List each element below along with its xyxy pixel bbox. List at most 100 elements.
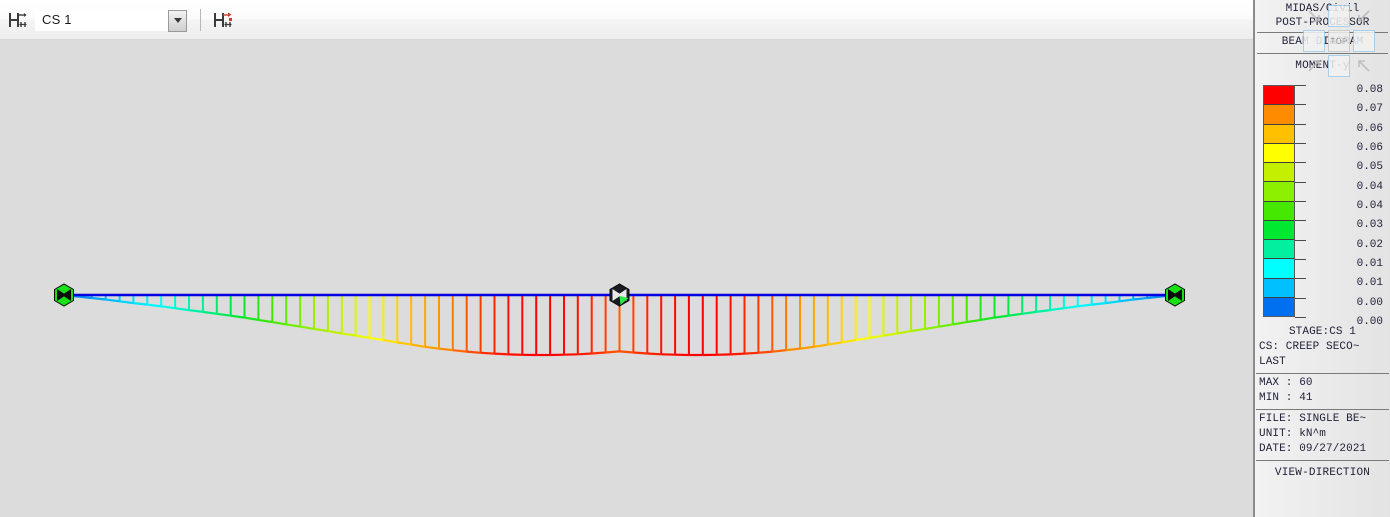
chevron-down-icon[interactable] xyxy=(168,9,187,32)
moment-envelope-segment xyxy=(744,351,759,355)
moment-envelope-segment xyxy=(174,307,190,312)
file-label: FILE: SINGLE BE~ xyxy=(1259,413,1367,425)
legend-swatch xyxy=(1264,220,1294,240)
support-node-end[interactable] xyxy=(1165,283,1185,307)
moment-envelope-segment xyxy=(494,352,509,356)
construction-stage-line1: CS: CREEP SECO~ xyxy=(1259,341,1360,353)
moment-envelope-segment xyxy=(1022,310,1037,315)
moment-envelope-segment xyxy=(119,300,134,305)
moment-envelope-segment xyxy=(633,351,648,355)
moment-envelope-segment xyxy=(841,339,856,344)
moment-envelope-segment xyxy=(327,330,342,335)
legend-swatch xyxy=(1264,182,1294,202)
divider xyxy=(1256,373,1389,374)
moment-envelope-segment xyxy=(466,350,481,354)
model-viewport[interactable] xyxy=(0,40,1253,517)
result-legend-panel: MIDAS/Civil POST-PROCESSOR BEAM DIAGRAM … xyxy=(1253,0,1390,517)
face-icon xyxy=(1328,55,1350,77)
stage-label: STAGE:CS 1 xyxy=(1288,326,1356,338)
view-orientation-cube[interactable]: TOP xyxy=(1302,4,1376,78)
divider xyxy=(1257,53,1388,54)
moment-envelope-segment xyxy=(910,327,926,333)
legend-tick xyxy=(1295,143,1306,144)
moment-envelope-segment xyxy=(966,318,981,324)
arrow-up-right-icon xyxy=(1308,60,1320,72)
moment-envelope-segment xyxy=(341,332,356,337)
face-icon xyxy=(1328,5,1350,27)
moment-envelope-segment xyxy=(577,352,592,356)
moment-envelope-segment xyxy=(952,321,967,326)
legend-swatch xyxy=(1264,124,1294,144)
moment-envelope-segment xyxy=(897,330,912,335)
color-legend[interactable]: 0.08 0.07 0.06 0.06 0.05 0.04 0.04 0.03 0.02 0.01… xyxy=(1255,81,1390,328)
view-direction-label: VIEW-DIRECTION xyxy=(1274,467,1371,479)
legend-tick xyxy=(1295,104,1306,106)
legend-tick-label: 0.05 xyxy=(1356,161,1383,174)
beam-moment-diagram xyxy=(54,283,1185,357)
legend-swatch xyxy=(1264,278,1294,298)
moment-envelope-segment xyxy=(647,352,662,356)
legend-swatch xyxy=(1264,297,1294,316)
stage-define-icon[interactable] xyxy=(5,7,31,33)
view-cube-top-right[interactable] xyxy=(1352,4,1376,28)
moment-envelope-segment xyxy=(758,350,773,354)
moment-envelope-segment xyxy=(397,341,412,346)
moment-envelope-segment xyxy=(772,349,787,353)
moment-envelope-segment xyxy=(1049,307,1065,312)
face-icon xyxy=(1353,30,1375,52)
legend-tick-label: 0.07 xyxy=(1356,103,1383,116)
moment-envelope-segment xyxy=(230,314,245,319)
legend-tick xyxy=(1295,123,1306,125)
stage-select-value: CS 1 xyxy=(42,12,72,27)
toolbar-separator xyxy=(200,8,201,31)
legend-tick-label: 0.04 xyxy=(1356,180,1383,193)
moment-envelope-segment xyxy=(202,310,217,315)
view-cube-bottom-right[interactable] xyxy=(1352,54,1376,78)
color-legend-bar xyxy=(1263,85,1295,317)
moment-envelope-segment xyxy=(105,298,120,303)
legend-tick xyxy=(1295,259,1306,260)
view-cube-bottom-left[interactable] xyxy=(1302,54,1326,78)
moment-envelope-segment xyxy=(785,347,801,352)
moment-envelope-segment xyxy=(188,309,204,313)
stage-result-icon[interactable] xyxy=(210,7,236,33)
moment-envelope-segment xyxy=(994,314,1009,319)
moment-envelope-segment xyxy=(813,343,828,348)
view-cube-top-left[interactable] xyxy=(1302,4,1326,28)
view-cube-mid-left[interactable] xyxy=(1302,29,1326,53)
stage-select[interactable]: CS 1 xyxy=(35,8,187,32)
view-cube-bottom-center[interactable] xyxy=(1327,54,1351,78)
legend-tick xyxy=(1295,297,1306,299)
moment-envelope-segment xyxy=(147,303,162,308)
legend-swatch xyxy=(1264,105,1294,125)
moment-envelope-segment xyxy=(938,323,953,328)
moment-envelope-segment xyxy=(1008,312,1023,317)
legend-tick-label: 0.06 xyxy=(1356,142,1383,154)
support-node-mid[interactable] xyxy=(609,283,630,307)
top-face-icon: TOP xyxy=(1328,30,1350,52)
legend-swatch xyxy=(1264,259,1294,279)
moment-envelope-segment xyxy=(411,343,426,348)
moment-envelope-segment xyxy=(272,321,287,326)
legend-tick xyxy=(1295,278,1306,280)
moment-envelope-segment xyxy=(1133,296,1148,301)
support-node-end[interactable] xyxy=(54,283,74,307)
legend-swatch xyxy=(1264,240,1294,260)
legend-tick xyxy=(1295,201,1306,202)
legend-swatch xyxy=(1264,86,1294,106)
view-cube-mid-right[interactable] xyxy=(1352,29,1376,53)
moment-envelope-segment xyxy=(799,345,815,350)
legend-tick-label: 0.00 xyxy=(1356,316,1383,328)
view-cube-top-center[interactable] xyxy=(1327,4,1351,28)
date-label: DATE: 09/27/2021 xyxy=(1259,443,1367,455)
stage-toolbar: CS 1 xyxy=(0,0,1253,40)
legend-tick xyxy=(1295,239,1306,241)
max-value-label: MAX : 60 xyxy=(1259,377,1313,389)
moment-envelope-segment xyxy=(1091,302,1106,306)
view-cube-center[interactable]: TOP xyxy=(1327,29,1351,53)
min-value-label: MIN : 41 xyxy=(1259,392,1313,404)
legend-tick xyxy=(1295,85,1306,86)
color-legend-labels: 0.08 0.07 0.06 0.06 0.05 0.04 0.04 0.03 0.02 0.01… xyxy=(1307,81,1387,328)
unit-label: UNIT: kN^m xyxy=(1259,428,1327,440)
